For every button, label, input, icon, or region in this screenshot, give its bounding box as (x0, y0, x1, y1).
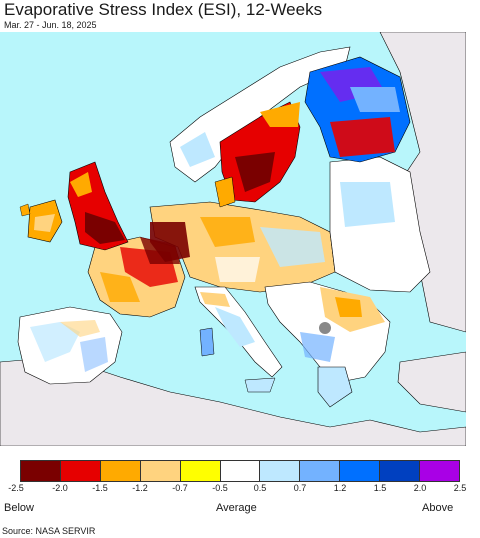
legend-swatch (180, 461, 221, 481)
legend-swatch (60, 461, 101, 481)
legend-tick: 1.2 (333, 483, 347, 493)
legend-tick: 0.7 (293, 483, 307, 493)
legend-tick: -1.5 (92, 483, 108, 493)
legend-swatch (260, 461, 301, 481)
greece (317, 366, 353, 408)
legend-swatch (220, 461, 261, 481)
sardinia (199, 327, 215, 357)
source-credit: Source: NASA SERVIR (2, 526, 96, 536)
legend-average-label: Average (216, 502, 257, 514)
date-range: Mar. 27 - Jun. 18, 2025 (4, 20, 97, 30)
sicily (244, 377, 276, 393)
legend-below-label: Below (4, 502, 34, 514)
legend-ticks: -2.5 -2.0 -1.5 -1.2 -0.7 -0.5 0.5 0.7 1.… (0, 483, 480, 495)
legend-tick: -1.2 (132, 483, 148, 493)
legend-swatch (380, 461, 421, 481)
turkey (397, 351, 466, 413)
legend-tick: 2.0 (413, 483, 427, 493)
map-title: Evaporative Stress Index (ESI), 12-Weeks (4, 0, 323, 19)
legend-swatch (100, 461, 141, 481)
legend-tick: 1.5 (373, 483, 387, 493)
legend-swatch (340, 461, 381, 481)
legend-swatch (420, 461, 459, 481)
legend-swatch (140, 461, 181, 481)
legend-tick: 0.5 (253, 483, 267, 493)
legend-swatch (21, 461, 61, 481)
north-africa (0, 356, 466, 446)
legend-color-bar (20, 460, 460, 482)
denmark (214, 176, 236, 208)
legend-above-label: Above (422, 502, 454, 514)
legend-tick: 2.5 (453, 483, 467, 493)
esi-map (0, 32, 466, 446)
legend-tick: -0.7 (172, 483, 188, 493)
legend-tick: -2.0 (52, 483, 68, 493)
legend-swatch (300, 461, 341, 481)
legend-tick: -0.5 (212, 483, 228, 493)
legend-tick: -2.5 (8, 483, 24, 493)
